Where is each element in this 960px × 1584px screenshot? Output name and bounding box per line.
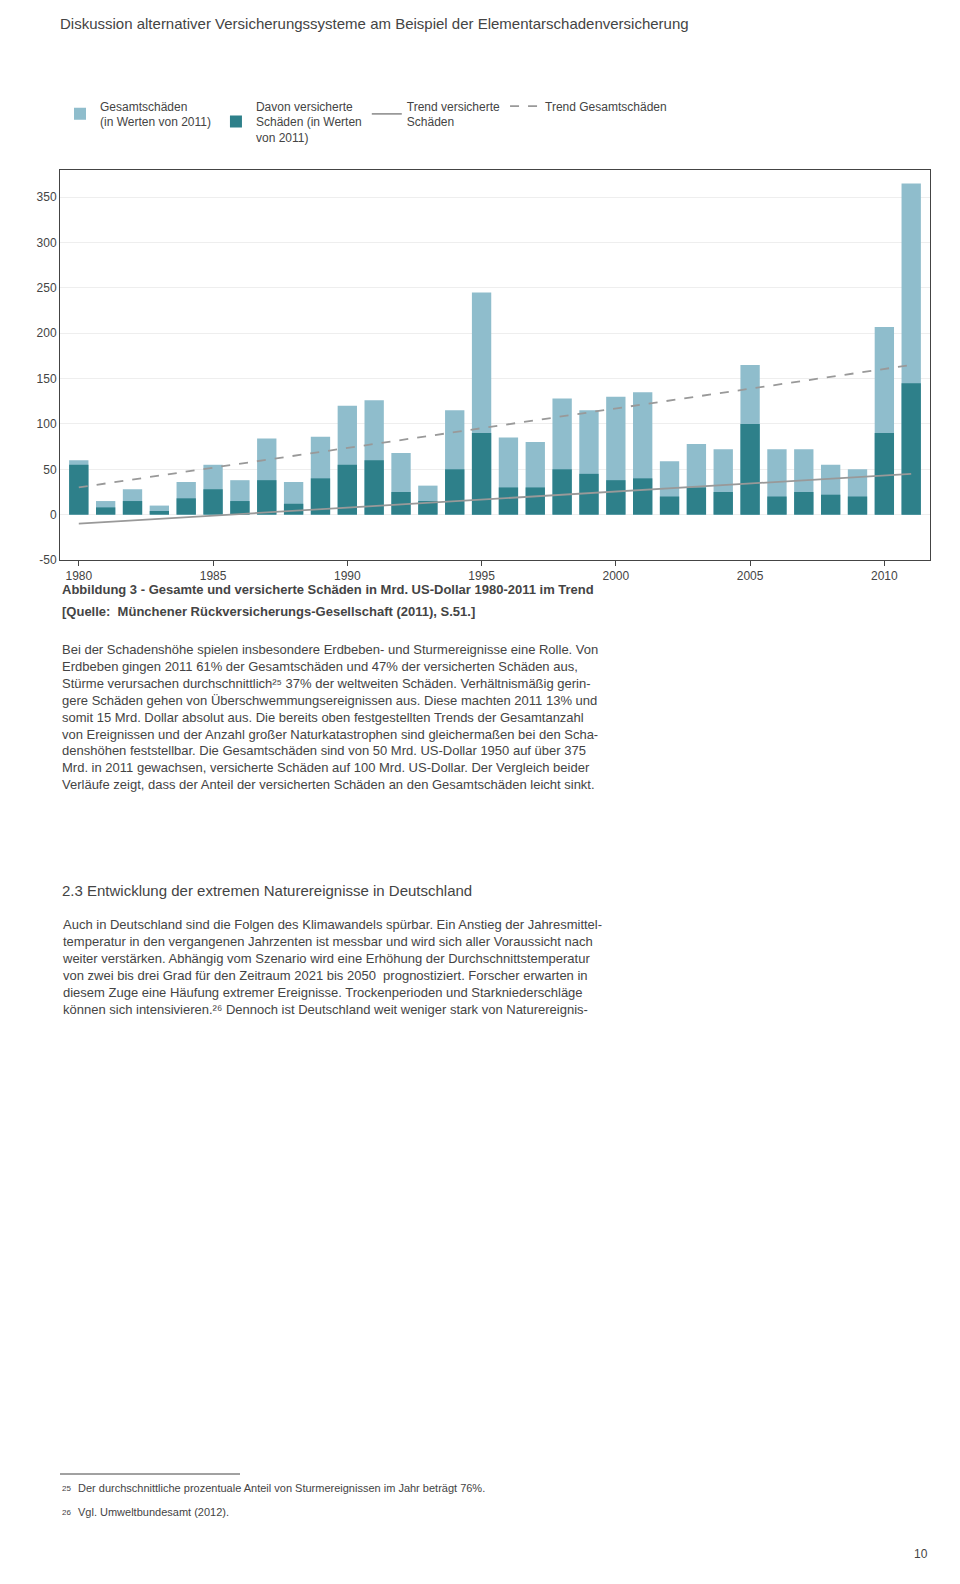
svg-text:25: 25 <box>62 1484 71 1493</box>
svg-text:200: 200 <box>37 326 57 340</box>
svg-text:2010: 2010 <box>871 569 898 583</box>
svg-text:10: 10 <box>914 1547 928 1561</box>
svg-text:1995: 1995 <box>468 569 495 583</box>
svg-text:350: 350 <box>37 190 57 204</box>
svg-text:250: 250 <box>37 281 57 295</box>
svg-text:150: 150 <box>37 372 57 386</box>
svg-text:1985: 1985 <box>200 569 227 583</box>
svg-text:[Quelle: Münchener Rückversic: [Quelle: Münchener Rückversicherungs-Ges… <box>62 604 475 619</box>
svg-text:26: 26 <box>62 1508 71 1517</box>
svg-text:Trend versicherteSchäden: Trend versicherteSchäden <box>407 100 500 130</box>
svg-text:1990: 1990 <box>334 569 361 583</box>
svg-text:2.3 Entwicklung der extremen N: 2.3 Entwicklung der extremen Naturereign… <box>62 882 472 899</box>
svg-text:Vgl. Umweltbundesamt (2012).: Vgl. Umweltbundesamt (2012). <box>78 1506 229 1518</box>
svg-text:Trend Gesamtschäden: Trend Gesamtschäden <box>545 100 667 114</box>
svg-text:50: 50 <box>43 463 57 477</box>
svg-text:1980: 1980 <box>65 569 92 583</box>
svg-text:Auch in Deutschland sind die F: Auch in Deutschland sind die Folgen des … <box>62 917 602 1017</box>
svg-text:Abbildung 3 - Gesamte und vers: Abbildung 3 - Gesamte und versicherte Sc… <box>62 582 594 597</box>
svg-text:Gesamtschäden(in Werten von 20: Gesamtschäden(in Werten von 2011) <box>100 100 211 130</box>
svg-text:300: 300 <box>37 236 57 250</box>
svg-text:0: 0 <box>50 508 57 522</box>
svg-text:Davon versicherteSchäden (in W: Davon versicherteSchäden (in Wertenvon 2… <box>256 100 362 145</box>
svg-text:Bei der Schadenshöhe spielen: Bei der Schadenshöhe spielen insbesonde… <box>62 642 598 792</box>
svg-text:Diskussion alternativer Versic: Diskussion alternativer Versicherungssys… <box>60 15 689 32</box>
svg-text:-50: -50 <box>39 553 57 567</box>
svg-text:2005: 2005 <box>737 569 764 583</box>
svg-text:100: 100 <box>37 417 57 431</box>
svg-text:Der durchschnittliche prozentu: Der durchschnittliche prozentuale Anteil… <box>78 1482 485 1494</box>
svg-text:2000: 2000 <box>602 569 629 583</box>
